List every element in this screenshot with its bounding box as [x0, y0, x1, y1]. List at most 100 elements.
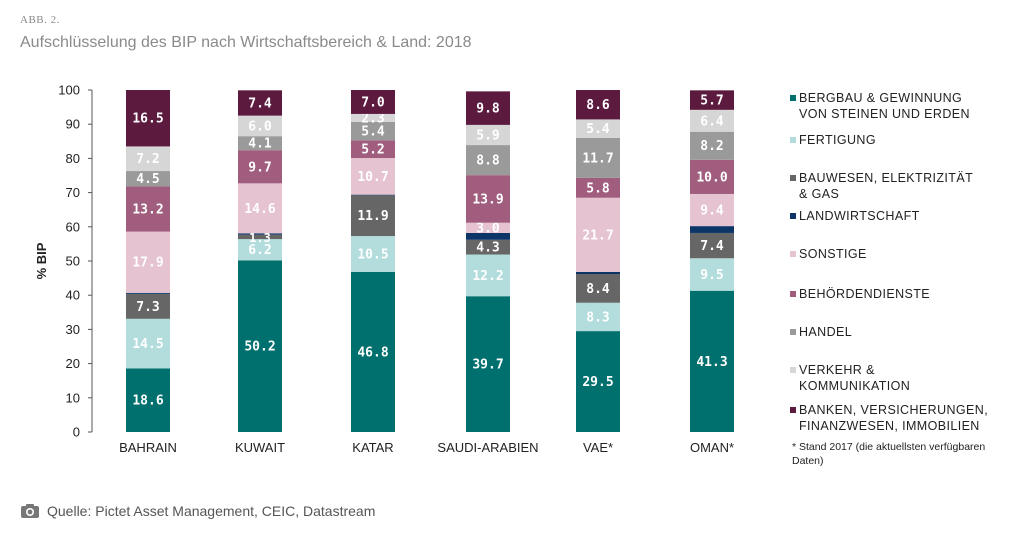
data-label: 41.3: [696, 355, 727, 370]
data-label: 16.5: [132, 112, 163, 127]
legend-label: LANDWIRTSCHAFT: [799, 209, 920, 223]
x-tick-label: VAE*: [583, 440, 613, 455]
bar-segment: [690, 193, 734, 227]
legend-label: BERGBAU & GEWINNUNG VON STEINEN UND ERDE…: [799, 91, 970, 121]
y-tick-label: 10: [66, 390, 80, 405]
bar-segment: [466, 239, 510, 255]
data-label: 5.9: [476, 128, 499, 143]
data-label: 12.2: [472, 269, 503, 284]
data-label: 4.5: [136, 172, 159, 187]
legend-swatch: [790, 95, 796, 101]
bar-segment: [351, 194, 395, 196]
stacked-bar-chart: 0 10 20 30 40 50 60 70 80 90 100 % BIP 18.6 14.5 7.3 17…: [34, 83, 734, 456]
data-label: 5.2: [361, 143, 384, 158]
data-label: 7.4: [248, 96, 272, 111]
bar-segment: [351, 113, 395, 122]
data-label: 9.5: [700, 268, 723, 283]
legend-label: SONSTIGE: [799, 247, 867, 261]
bar-segment: [238, 90, 282, 116]
bar-segment: [238, 150, 282, 184]
y-tick-label: 100: [58, 83, 80, 98]
bar-segment: [466, 232, 510, 240]
bar-segment: [466, 124, 510, 146]
bar-segment: [238, 115, 282, 137]
bar-segment: [126, 171, 170, 187]
data-label: 14.5: [132, 337, 163, 352]
data-label: 10.0: [696, 170, 727, 185]
bar-segment: [126, 368, 170, 432]
data-label: 10.5: [357, 247, 388, 262]
bar-segment: [576, 177, 620, 198]
data-label: 8.8: [476, 154, 500, 169]
bar-segment: [466, 222, 510, 233]
data-label: 7.2: [136, 152, 159, 167]
data-label: 5.4: [586, 122, 610, 137]
bar-segment: [126, 90, 170, 147]
camera-icon: [21, 504, 39, 518]
bar-segment: [126, 146, 170, 172]
bar-segment: [466, 296, 510, 432]
bar-segment: [238, 136, 282, 151]
bar-segment: [351, 236, 395, 272]
bar-segment: [576, 273, 620, 303]
bar-segment: [690, 159, 734, 194]
bar-segment: [351, 195, 395, 237]
data-label: 8.4: [586, 282, 610, 297]
y-tick-label: 0: [73, 425, 80, 440]
chart-title: Aufschlüsselung des BIP nach Wirtschafts…: [20, 34, 472, 51]
bar-segment: [690, 290, 734, 432]
data-label: 4.3: [476, 241, 499, 256]
legend-swatch: [790, 213, 796, 219]
legend-swatch: [790, 251, 796, 257]
data-label: 13.9: [472, 192, 503, 207]
bar-segment: [576, 302, 620, 332]
data-label: 7.4: [700, 239, 724, 254]
data-label: 5.7: [700, 94, 723, 109]
y-axis-title: % BIP: [34, 242, 49, 279]
bar-segment: [238, 183, 282, 234]
data-label: 9.4: [700, 204, 724, 219]
y-tick-label: 80: [66, 151, 80, 166]
bar-segment: [351, 121, 395, 141]
bar-segment: [466, 91, 510, 125]
y-tick-label: 50: [66, 254, 80, 269]
bar-segment: [576, 331, 620, 432]
data-label: 7.0: [361, 95, 385, 110]
bar-segment: [126, 293, 170, 319]
bar-segment: [351, 90, 395, 114]
bar-segment: [576, 119, 620, 138]
y-tick-label: 60: [66, 219, 80, 234]
legend-label: FERTIGUNG: [799, 133, 876, 147]
x-tick-label: OMAN*: [690, 440, 734, 455]
x-tick-label: SAUDI-ARABIEN: [437, 440, 538, 455]
legend-swatch: [790, 367, 796, 373]
data-label: 21.7: [582, 228, 613, 243]
bar-segment: [690, 90, 734, 110]
data-label: 13.2: [132, 203, 163, 218]
figure-label: ABB. 2.: [20, 14, 60, 26]
legend-label: BANKEN, VERSICHERUNGEN, FINANZWESEN, IMM…: [799, 403, 989, 433]
bar-segment: [576, 137, 620, 178]
data-label: 6.2: [248, 243, 271, 258]
bar-segment: [238, 233, 282, 235]
bar-segment: [690, 131, 734, 160]
legend-label: HANDEL: [799, 325, 853, 339]
y-tick-label: 90: [66, 117, 80, 132]
data-label: 18.6: [132, 394, 163, 409]
legend-swatch: [790, 407, 796, 413]
data-label: 3.0: [476, 221, 500, 236]
legend-swatch: [790, 175, 796, 181]
bar-segment: [351, 140, 395, 159]
bar-segment: [690, 258, 734, 291]
bar-segment: [238, 234, 282, 240]
data-label-annotation: 1.3: [249, 231, 271, 245]
bar-segment: [466, 175, 510, 223]
data-label: 8.2: [700, 139, 723, 154]
data-label: 8.3: [586, 310, 609, 325]
y-tick-label: 20: [66, 356, 80, 371]
data-label: 9.8: [476, 102, 500, 117]
data-label: 11.9: [357, 209, 388, 224]
data-label: 46.8: [357, 345, 388, 360]
data-label: 7.3: [136, 300, 159, 315]
legend-label: BEHÖRDENDIENSTE: [799, 287, 931, 301]
